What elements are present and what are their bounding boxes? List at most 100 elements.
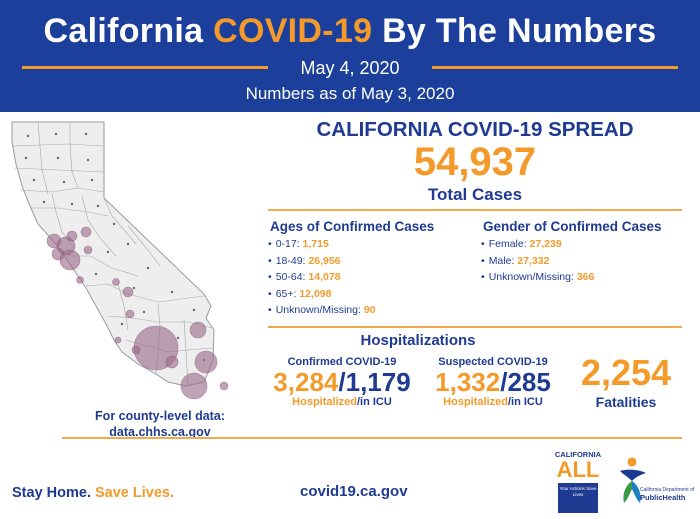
suspected-sep: / (500, 367, 508, 397)
suspected-hosp-numbers: 1,332/285 (418, 368, 568, 396)
bullet: • (481, 238, 485, 250)
cdph-text: California Department of PublicHealth (640, 487, 698, 502)
bubble-monterey (76, 276, 84, 284)
slogan-part-b: Save Lives. (95, 485, 174, 501)
bubble-santa-barbara (114, 336, 122, 344)
list-item-label: Unknown/Missing: (488, 271, 577, 283)
hospitalizations-title: Hospitalizations (360, 332, 476, 349)
cdph-small-text: California Department of (640, 487, 695, 493)
case-bubbles (46, 226, 229, 400)
list-item: • 0-17: 1,715 (268, 236, 376, 253)
bullet: • (268, 238, 272, 250)
bubble-riverside (194, 350, 218, 374)
header-divider-left (22, 66, 268, 69)
list-item-value: 90 (363, 304, 376, 316)
ca-all-box-text: Your Actions Save Lives (558, 483, 598, 513)
list-item-label: 18-49: (275, 254, 309, 267)
california-county-map (11, 121, 229, 400)
bubble-ventura (131, 345, 141, 355)
gender-title: Gender of Confirmed Cases (483, 219, 662, 234)
suspected-hospitalized-value: 1,332 (435, 367, 501, 397)
list-item-label: Male: (488, 254, 518, 267)
list-item: • 18-49: 26,956 (268, 253, 376, 270)
page-title: California COVID-19 By The Numbers (0, 12, 700, 51)
section-divider-mid (268, 326, 682, 328)
header-banner: California COVID-19 By The Numbers May 4… (0, 0, 700, 112)
list-item-value: 27,332 (517, 254, 550, 267)
fatalities-value: 2,254 (580, 352, 672, 393)
suspected-sub-hosp: Hospitalized (443, 396, 508, 408)
suspected-icu-value: 285 (507, 367, 551, 397)
title-suffix: By The Numbers (372, 12, 657, 50)
confirmed-hosp-label: Confirmed COVID-19 (287, 356, 397, 368)
ca-all-big-text: ALL (556, 457, 600, 482)
list-item-value: 366 (576, 271, 595, 283)
county-data-note: For county-level data: data.chhs.ca.gov (60, 408, 260, 440)
total-cases-value: 54,937 (413, 140, 537, 184)
confirmed-hospitalized-value: 3,284 (273, 367, 339, 397)
confirmed-sub-icu: /in ICU (356, 396, 392, 408)
bullet: • (481, 271, 485, 283)
title-prefix: California (43, 12, 214, 50)
confirmed-hosp-numbers: 3,284/1,179 (262, 368, 422, 396)
bullet: • (268, 287, 272, 300)
suspected-hosp-block: Suspected COVID-19 1,332/285 Hospitalize… (418, 356, 568, 408)
bullet: • (481, 254, 485, 267)
list-item: • Male: 27,332 (481, 253, 594, 270)
list-item-value: 26,956 (308, 254, 341, 267)
county-note-line1: For county-level data: (95, 409, 225, 423)
ca-all-top-text: CALIFORNIA (554, 450, 602, 459)
section-divider-top (268, 209, 682, 211)
cdph-logo: California Department of PublicHealth (618, 455, 696, 513)
bubble-santa-clara (59, 249, 81, 271)
bubble-san-diego (180, 372, 208, 400)
confirmed-icu-value: 1,179 (345, 367, 411, 397)
fatalities-label: Fatalities (595, 394, 657, 410)
cdph-figure-icon (620, 457, 646, 503)
confirmed-sub-hosp: Hospitalized (292, 396, 357, 408)
list-item: • 50-64: 14,078 (268, 269, 376, 286)
bubble-san-joaquin (83, 245, 93, 255)
list-item-label: 0-17: (275, 238, 303, 250)
list-item-value: 14,078 (308, 271, 341, 283)
bubble-tulare (122, 286, 134, 298)
header-divider-right (432, 66, 678, 69)
bubble-contra-costa (66, 230, 78, 242)
ages-list: • 0-17: 1,715 • 18-49: 26,956 • 50-64: 14,078… (268, 236, 376, 319)
list-item: • Female: 27,239 (481, 236, 594, 253)
list-item-label: 50-64: (275, 271, 309, 283)
list-item-value: 27,239 (529, 238, 562, 250)
section-divider-bottom (62, 437, 682, 439)
bubble-san-mateo (51, 247, 65, 261)
list-item: • 65+: 12,098 (268, 286, 376, 303)
slogan-part-a: Stay Home. (12, 485, 95, 501)
list-item-value: 1,715 (302, 238, 329, 250)
bullet: • (268, 304, 272, 316)
website-link[interactable]: covid19.ca.gov (300, 483, 408, 500)
ages-title: Ages of Confirmed Cases (270, 219, 435, 234)
report-date: May 4, 2020 (300, 58, 400, 78)
list-item-label: 65+: (275, 287, 300, 300)
cdph-big-text: PublicHealth (640, 493, 686, 502)
spread-title: CALIFORNIA COVID-19 SPREAD (316, 118, 634, 141)
bullet: • (268, 254, 272, 267)
county-data-link[interactable]: data.chhs.ca.gov (109, 425, 211, 439)
list-item-label: Unknown/Missing: (275, 304, 364, 316)
confirmed-sep: / (338, 367, 346, 397)
bubble-fresno (112, 278, 120, 286)
gender-list: • Female: 27,239 • Male: 27,332 • Unknown/Mis… (481, 236, 594, 286)
bubble-orange (165, 355, 179, 369)
numbers-as-of: Numbers as of May 3, 2020 (245, 84, 455, 103)
confirmed-hosp-sub: Hospitalized/in ICU (262, 396, 422, 408)
suspected-hosp-sub: Hospitalized/in ICU (418, 396, 568, 408)
county-dots (24, 132, 206, 362)
confirmed-hosp-block: Confirmed COVID-19 3,284/1,179 Hospitali… (262, 356, 422, 408)
list-item: • Unknown/Missing: 366 (481, 269, 594, 286)
bubble-kern (125, 309, 135, 319)
list-item-label: Female: (488, 238, 530, 250)
list-item-value: 12,098 (299, 287, 332, 300)
bubble-san-bernardino (189, 321, 207, 339)
title-accent: COVID-19 (213, 12, 373, 50)
list-item: • Unknown/Missing: 90 (268, 302, 376, 319)
suspected-sub-icu: /in ICU (507, 396, 543, 408)
